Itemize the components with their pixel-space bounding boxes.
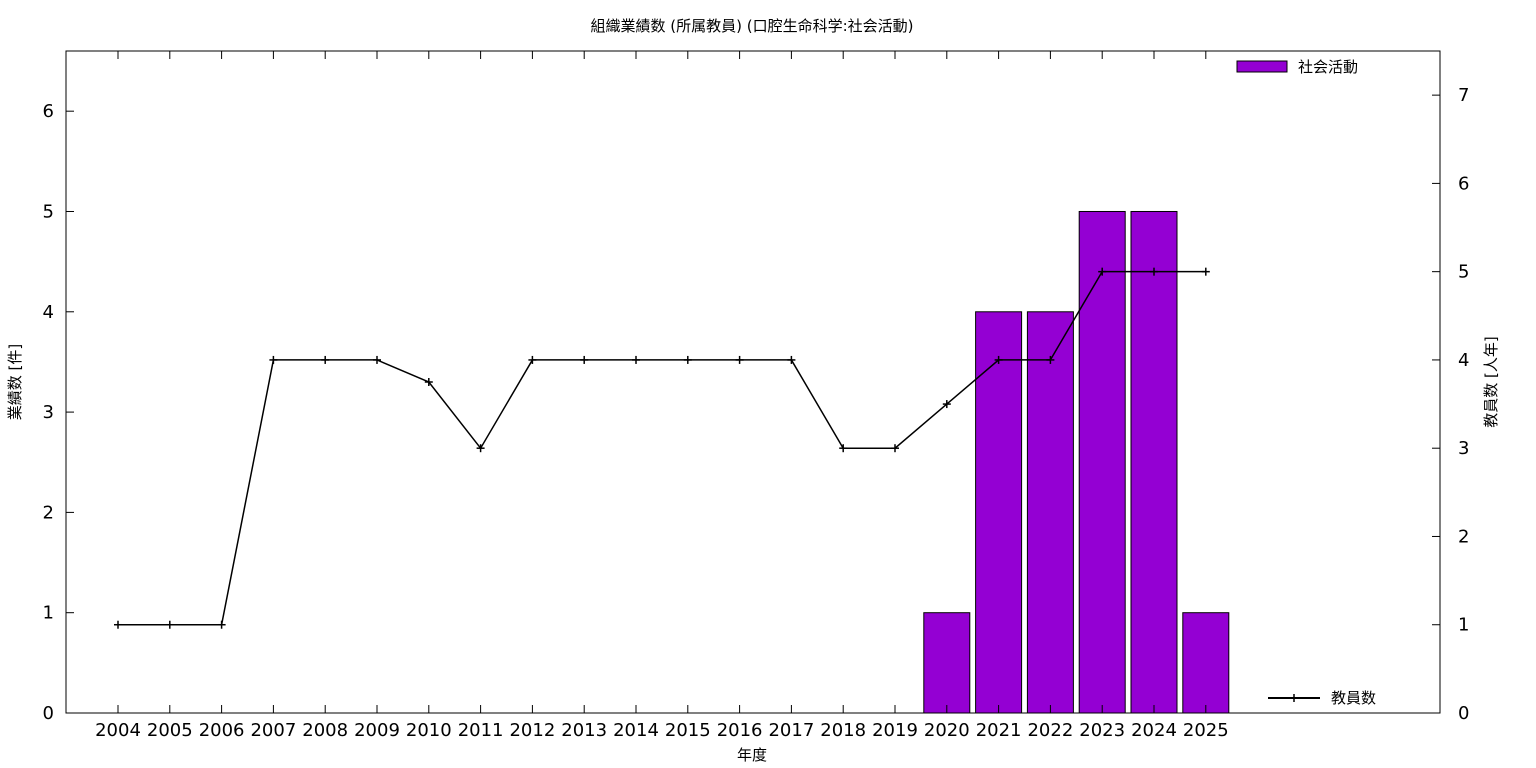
ticks-group: 2004 2005 2006 2007 2008 2009 2010 2011 2012 2013…: [43, 51, 1469, 741]
x-tick-label: 2005: [147, 720, 193, 741]
legend-bar-swatch: [1236, 60, 1288, 73]
x-tick-label: 2006: [199, 720, 245, 741]
y-tick-label: 5: [43, 201, 54, 222]
plot-frame: [65, 50, 1441, 714]
bar: [1130, 210, 1178, 714]
x-tick-label: 2008: [302, 720, 348, 741]
bar: [975, 311, 1023, 714]
y-tick-label: 2: [43, 502, 54, 523]
y2-tick-label: 0: [1458, 703, 1469, 724]
legend-bar-label: 社会活動: [1298, 58, 1358, 76]
x-tick-label: 2009: [354, 720, 400, 741]
x-tick-label: 2018: [820, 720, 866, 741]
line-group: [114, 267, 1210, 629]
y-tick-label: 6: [43, 101, 54, 122]
y-tick-label: 0: [43, 703, 54, 724]
y2-tick-label: 5: [1458, 262, 1469, 283]
x-tick-label: 2014: [613, 720, 659, 741]
x-tick-label: 2017: [768, 720, 814, 741]
bar: [1026, 311, 1074, 714]
y2-tick-label: 6: [1458, 173, 1469, 194]
legend-line-label: 教員数: [1331, 689, 1376, 707]
y2-tick-label: 4: [1458, 350, 1469, 371]
series-line: [118, 270, 1206, 626]
x-tick-label: 2007: [250, 720, 296, 741]
x-tick-label: 2024: [1131, 720, 1177, 741]
y2-tick-label: 3: [1458, 438, 1469, 459]
bar: [923, 612, 971, 714]
x-tick-label: 2011: [458, 720, 504, 741]
x-axis-label: 年度: [737, 746, 767, 764]
bar-group: [923, 210, 1230, 714]
x-tick-label: 2016: [717, 720, 763, 741]
x-tick-label: 2012: [509, 720, 555, 741]
x-tick-label: 2023: [1079, 720, 1125, 741]
x-tick-label: 2019: [872, 720, 918, 741]
chart-title: 組織業績数 (所属教員) (口腔生命科学:社会活動): [590, 17, 913, 35]
y2-tick-label: 1: [1458, 615, 1469, 636]
x-tick-label: 2020: [924, 720, 970, 741]
y-tick-label: 1: [43, 603, 54, 624]
y-axis-label: 業績数 [件]: [6, 344, 24, 420]
bar: [1182, 612, 1230, 714]
x-tick-label: 2013: [561, 720, 607, 741]
bar: [1078, 210, 1126, 714]
x-tick-label: 2021: [976, 720, 1022, 741]
x-tick-label: 2022: [1027, 720, 1073, 741]
y2-axis-label: 教員数 [人年]: [1482, 336, 1500, 427]
legend-bars: 社会活動: [1236, 58, 1358, 76]
y2-tick-label: 7: [1458, 85, 1469, 106]
x-tick-label: 2015: [665, 720, 711, 741]
x-tick-label: 2010: [406, 720, 452, 741]
y-tick-label: 3: [43, 402, 54, 423]
x-tick-label: 2025: [1183, 720, 1229, 741]
y-tick-label: 4: [43, 302, 54, 323]
legend-line: 教員数: [1268, 689, 1376, 707]
y2-tick-label: 2: [1458, 526, 1469, 547]
x-tick-label: 2004: [95, 720, 141, 741]
